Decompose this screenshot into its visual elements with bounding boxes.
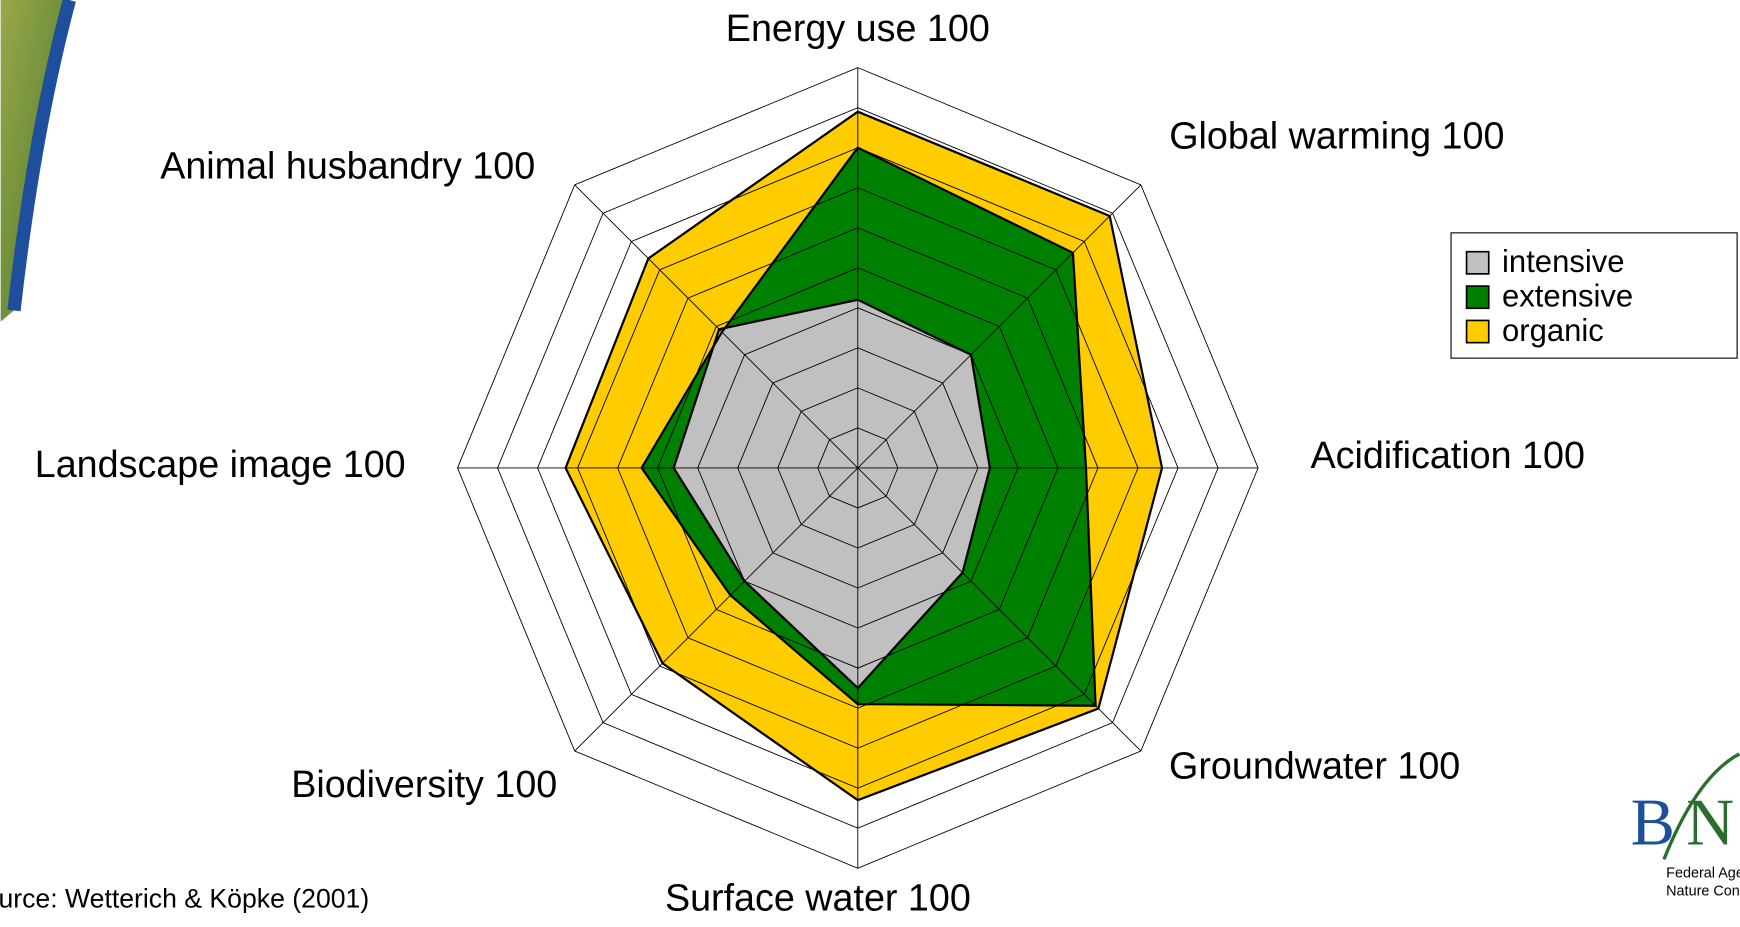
axis-label: Biodiversity 100: [291, 763, 557, 805]
logo-letter: N: [1686, 787, 1734, 860]
legend-box: [1450, 232, 1738, 359]
series-outline: [640, 146, 1097, 707]
axis-spoke: [857, 467, 1142, 752]
legend-label: extensive: [1502, 278, 1633, 313]
axis-label: Surface water 100: [665, 876, 971, 918]
axis-label: Energy use 100: [726, 7, 990, 49]
axis-label: Landscape image 100: [35, 443, 406, 485]
axis-label: Global warming 100: [1169, 115, 1504, 157]
axis-spoke: [574, 184, 859, 469]
logo-text: Nature Conserv: [1666, 883, 1740, 899]
axis-label: Groundwater 100: [1169, 744, 1460, 786]
legend-label: intensive: [1502, 244, 1624, 279]
axis-spoke: [857, 184, 1142, 469]
logo: B N Federal Agency Nature Conserv: [1631, 752, 1740, 899]
series-outline: [672, 298, 992, 690]
source: urce: Wetterich & Köpke (2001): [0, 883, 369, 913]
axis-label: Acidification 100: [1310, 434, 1584, 476]
legend-label: organic: [1502, 313, 1604, 348]
legend-swatch: [1465, 319, 1490, 344]
axis-spoke: [574, 467, 859, 752]
axis-label: Animal husbandry 100: [160, 144, 535, 186]
series-outline: [564, 110, 1164, 802]
decor-arc: [7, 0, 76, 312]
legend-swatch: [1465, 285, 1490, 310]
logo-text: Federal Agency: [1666, 866, 1740, 882]
legend-swatch: [1465, 250, 1490, 275]
logo-stroke: [1662, 752, 1740, 860]
